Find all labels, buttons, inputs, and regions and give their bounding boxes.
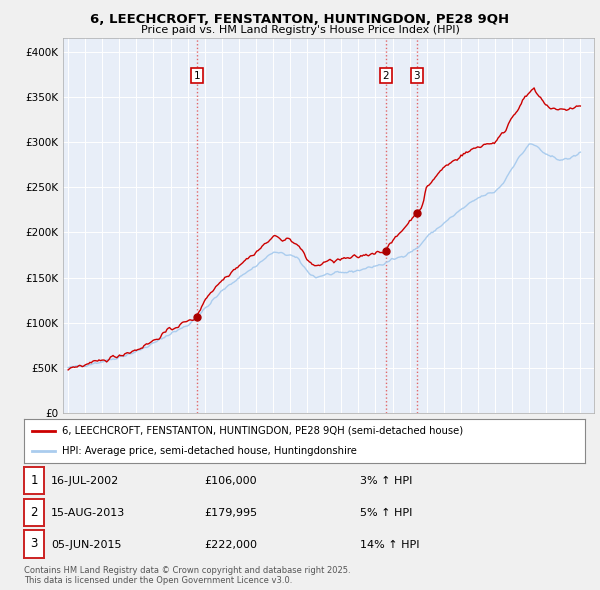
Text: 1: 1 bbox=[194, 71, 200, 81]
Text: 16-JUL-2002: 16-JUL-2002 bbox=[51, 476, 119, 486]
Text: 5% ↑ HPI: 5% ↑ HPI bbox=[360, 508, 412, 517]
Text: 2: 2 bbox=[383, 71, 389, 81]
Text: Price paid vs. HM Land Registry's House Price Index (HPI): Price paid vs. HM Land Registry's House … bbox=[140, 25, 460, 35]
Text: 2: 2 bbox=[31, 506, 38, 519]
Text: Contains HM Land Registry data © Crown copyright and database right 2025.
This d: Contains HM Land Registry data © Crown c… bbox=[24, 566, 350, 585]
Text: 14% ↑ HPI: 14% ↑ HPI bbox=[360, 540, 419, 549]
Text: 6, LEECHCROFT, FENSTANTON, HUNTINGDON, PE28 9QH (semi-detached house): 6, LEECHCROFT, FENSTANTON, HUNTINGDON, P… bbox=[62, 426, 463, 436]
Text: £179,995: £179,995 bbox=[204, 508, 257, 517]
Text: 3: 3 bbox=[413, 71, 420, 81]
Text: 3% ↑ HPI: 3% ↑ HPI bbox=[360, 476, 412, 486]
Text: HPI: Average price, semi-detached house, Huntingdonshire: HPI: Average price, semi-detached house,… bbox=[62, 446, 357, 456]
Text: 1: 1 bbox=[31, 474, 38, 487]
Text: 05-JUN-2015: 05-JUN-2015 bbox=[51, 540, 121, 549]
Text: 6, LEECHCROFT, FENSTANTON, HUNTINGDON, PE28 9QH: 6, LEECHCROFT, FENSTANTON, HUNTINGDON, P… bbox=[91, 13, 509, 26]
Text: £106,000: £106,000 bbox=[204, 476, 257, 486]
Text: 15-AUG-2013: 15-AUG-2013 bbox=[51, 508, 125, 517]
Text: £222,000: £222,000 bbox=[204, 540, 257, 549]
Text: 3: 3 bbox=[31, 537, 38, 550]
